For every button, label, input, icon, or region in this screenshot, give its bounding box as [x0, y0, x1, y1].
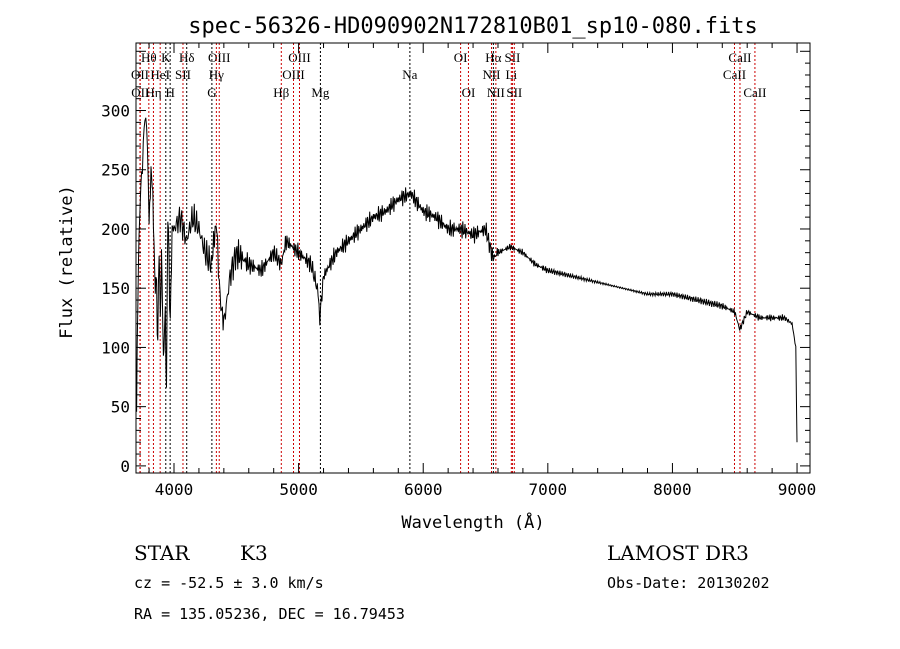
line-label: Li [506, 67, 518, 82]
x-axis-label: Wavelength (Å) [401, 511, 544, 533]
y-tick-label: 100 [101, 338, 130, 357]
line-label: OIII [282, 67, 304, 82]
x-tick-label: 6000 [404, 480, 443, 499]
x-tick-label: 9000 [778, 480, 817, 499]
y-tick-label: 50 [111, 398, 130, 417]
line-label: G [207, 85, 216, 100]
line-label: NII [487, 85, 505, 100]
line-label: OIII [288, 50, 310, 65]
spectrum-line [136, 117, 798, 443]
redshift-info: cz = -52.5 ± 3.0 km/s [134, 574, 324, 592]
line-label: OIII [208, 50, 230, 65]
line-label: SII [506, 85, 522, 100]
x-tick-label: 8000 [653, 480, 692, 499]
line-label: Hγ [209, 67, 224, 82]
line-label: CaII [723, 67, 746, 82]
y-tick-label: 300 [101, 102, 130, 121]
line-label: H [165, 85, 174, 100]
line-label: OI [462, 85, 476, 100]
line-label: K [161, 50, 171, 65]
axis-ticks: 4000 5000 6000 7000 8000 9000 0 50 100 150 200 250 3… [101, 43, 816, 499]
spectral-line-markers: HθKHδOIIIOIIIOIHαSIICaIIOIIHeISIIHγOIIIN… [131, 43, 766, 473]
line-label: NII [482, 67, 500, 82]
line-label: OI [454, 50, 468, 65]
line-label: CaII [728, 50, 751, 65]
line-label: Hη [145, 85, 161, 100]
line-label: Hδ [179, 50, 195, 65]
x-tick-label: 7000 [529, 480, 568, 499]
chart-title: spec-56326-HD090902N172810B01_sp10-080.f… [188, 14, 758, 39]
observation-date: Obs-Date: 20130202 [607, 574, 770, 592]
y-tick-label: 200 [101, 220, 130, 239]
line-label: Hθ [141, 50, 157, 65]
coordinates-info: RA = 135.05236, DEC = 16.79453 [134, 605, 405, 623]
y-tick-label: 250 [101, 161, 130, 180]
y-axis-label: Flux (relative) [57, 185, 77, 339]
survey-name: LAMOST DR3 [607, 541, 749, 565]
line-label: Hα [485, 50, 501, 65]
object-subclass: K3 [240, 541, 268, 565]
y-tick-label: 0 [120, 457, 130, 476]
line-label: SII [175, 67, 191, 82]
x-tick-label: 4000 [155, 480, 194, 499]
line-label: HeI [150, 67, 170, 82]
line-label: SII [504, 50, 520, 65]
x-tick-label: 5000 [279, 480, 318, 499]
line-label: Hβ [273, 85, 289, 100]
object-class: STAR [134, 541, 190, 565]
line-label: Na [402, 67, 417, 82]
line-label: Mg [311, 85, 330, 100]
y-tick-label: 150 [101, 279, 130, 298]
line-label: CaII [743, 85, 766, 100]
